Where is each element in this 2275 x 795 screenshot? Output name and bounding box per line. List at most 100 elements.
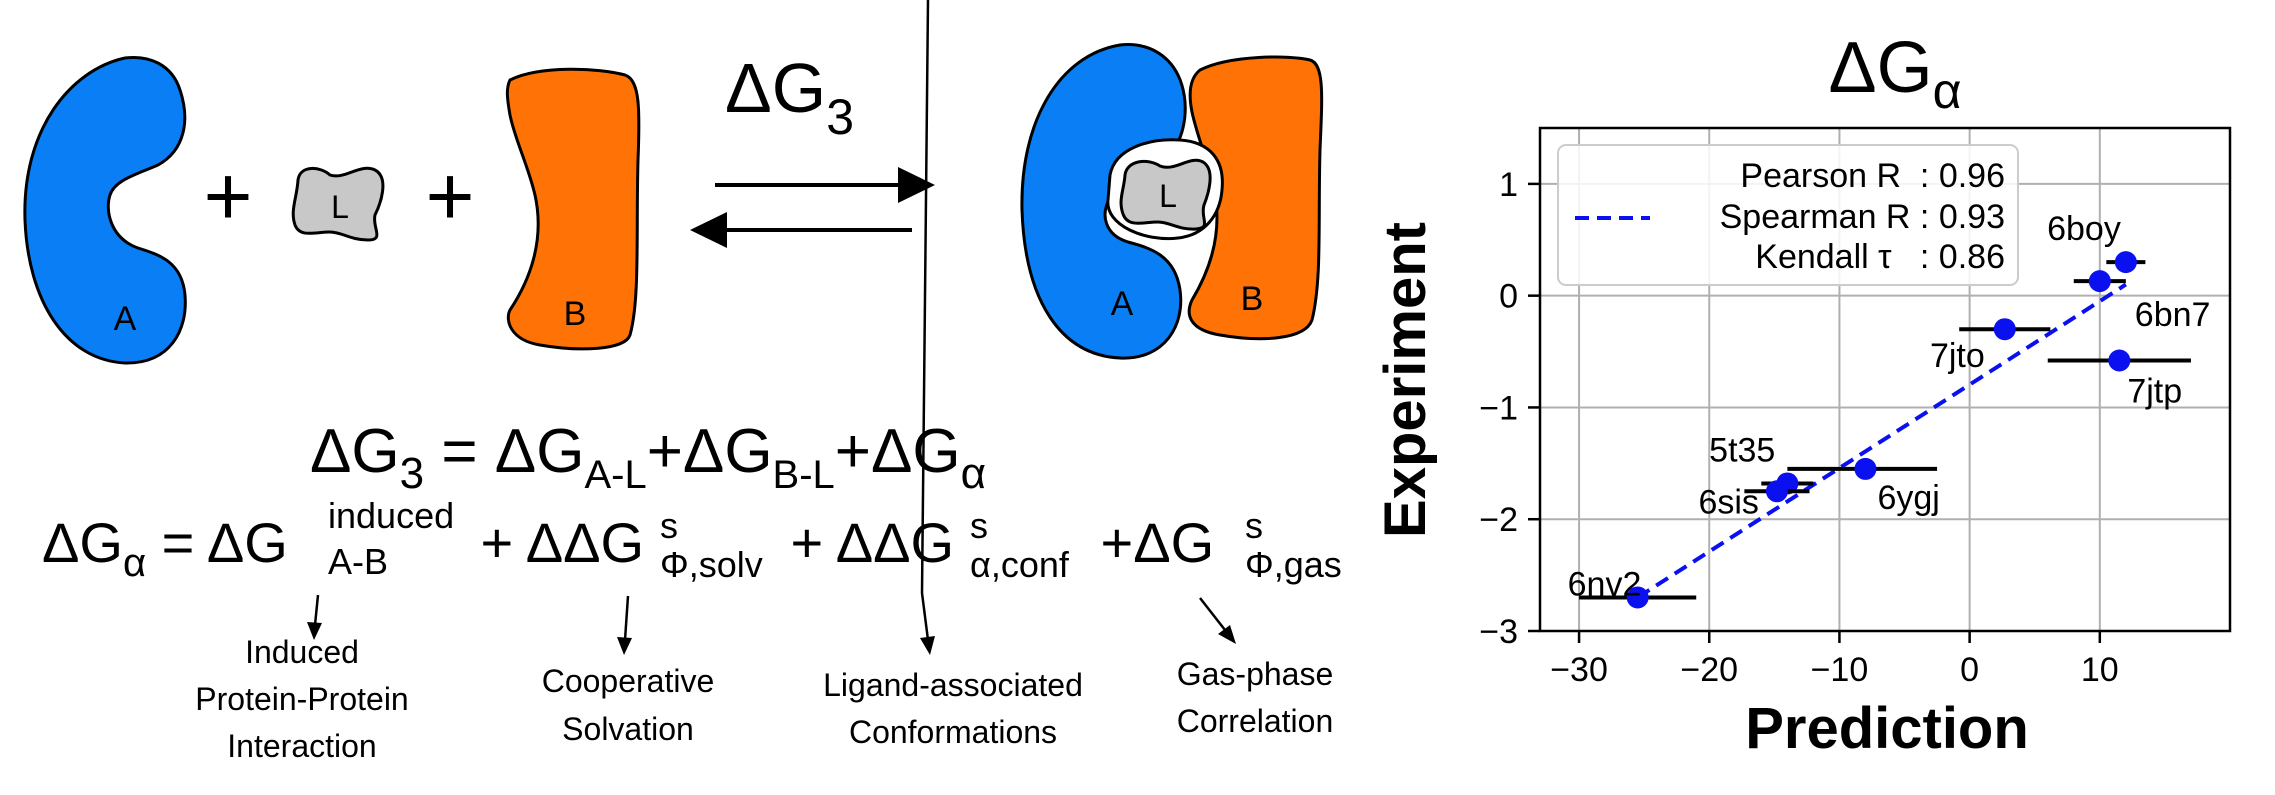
eq2-plus1: + bbox=[465, 511, 526, 574]
eq2-lhs: ΔG bbox=[42, 511, 123, 574]
x-axis-label: Prediction bbox=[1745, 696, 2029, 761]
annotation-3-line-2: Conformations bbox=[849, 714, 1057, 750]
y-tick-label: −3 bbox=[1479, 613, 1518, 651]
point-label-6bn7: 6bn7 bbox=[2135, 296, 2211, 334]
plus-sign-2: + bbox=[425, 149, 474, 243]
eq2-term1: ΔG bbox=[207, 511, 288, 574]
annotation-4-line-2: Correlation bbox=[1177, 703, 1334, 739]
eq1-lhs-sub: 3 bbox=[400, 449, 424, 498]
chart-ticks: −30 −20 −10 0 10−3−2−101 bbox=[1479, 166, 2118, 689]
eq2-term2: ΔΔG bbox=[526, 511, 644, 574]
chart-points: 6boy 6bn7 7jto 7jtp 6ygj 5t35 6sis 6nv2 bbox=[1568, 210, 2211, 609]
annotation-1-line-2: Protein-Protein bbox=[195, 681, 408, 717]
eq1-term3-sub: α bbox=[961, 449, 986, 498]
eq1-term3: ΔG bbox=[871, 417, 961, 486]
data-point-6nv2 bbox=[1626, 586, 1649, 609]
ligand-shape bbox=[291, 166, 385, 242]
point-label-6nv2: 6nv2 bbox=[1568, 565, 1642, 603]
complex-protein-a-shape bbox=[1020, 43, 1187, 360]
protein-a-shape bbox=[23, 55, 187, 365]
eq1-lhs: ΔG bbox=[310, 417, 400, 486]
eq1-term2: ΔG bbox=[683, 417, 773, 486]
point-label-7jto: 7jto bbox=[1930, 337, 1985, 375]
x-tick-label: 10 bbox=[2081, 651, 2119, 689]
eq1-term1-sub: A-L bbox=[584, 453, 646, 497]
annotation-3-line-1: Ligand-associated bbox=[823, 667, 1083, 703]
complex-protein-b-label: B bbox=[1241, 280, 1264, 318]
legend-box bbox=[1557, 144, 2019, 286]
legend-pearson: Pearson R : 0.96 bbox=[1740, 157, 2005, 195]
complex-protein-a-label: A bbox=[1111, 285, 1134, 323]
x-tick-label: 0 bbox=[1960, 651, 1979, 689]
eq2-term2-sub: Φ,solv bbox=[660, 544, 763, 585]
reaction-diagram: A + L + B ΔG3 L A B bbox=[23, 43, 1324, 365]
eq2-term1-sub: A-B bbox=[328, 541, 388, 582]
annotation-2-line-2: Solvation bbox=[562, 711, 694, 747]
ligand-label: L bbox=[331, 189, 349, 225]
eq1-plus2: + bbox=[835, 417, 871, 486]
plot-frame bbox=[1538, 126, 2232, 633]
equation-2: ΔGα = ΔG induced A-B + ΔΔG s Φ,solv + ΔΔ… bbox=[42, 495, 1342, 585]
point-label-6ygj: 6ygj bbox=[1877, 479, 1939, 517]
chart-fit-line-group bbox=[1636, 282, 2127, 600]
legend-spearman: Spearman R : 0.93 bbox=[1720, 198, 2005, 236]
eq2-term4: ΔG bbox=[1133, 511, 1214, 574]
chart-title-main: ΔG bbox=[1828, 28, 1932, 108]
svg-text:ΔG3 = ΔGA-L+ΔGB-L+ΔGα: ΔG3 = ΔGA-L+ΔGB-L+ΔGα bbox=[310, 417, 986, 498]
eq2-term3-sup: s bbox=[970, 505, 988, 546]
data-point-6sis bbox=[1765, 480, 1788, 503]
eq1-term1: ΔG bbox=[495, 417, 585, 486]
eq1-equals: = bbox=[424, 417, 495, 486]
x-tick-label: −10 bbox=[1811, 651, 1869, 689]
annotation-4-line-1: Gas-phase bbox=[1177, 656, 1334, 692]
point-label-7jtp: 7jtp bbox=[2127, 372, 2182, 410]
y-tick-label: −1 bbox=[1479, 389, 1518, 427]
eq2-term2-sup: s bbox=[660, 505, 678, 546]
complex-ligand-shape bbox=[1119, 158, 1212, 231]
reaction-delta-g: ΔG bbox=[725, 49, 826, 127]
eq1-plus1: + bbox=[647, 417, 683, 486]
eq2-term4-sub: Φ,gas bbox=[1245, 544, 1342, 585]
annotation-1-line-3: Interaction bbox=[227, 728, 376, 764]
annotation-2-line-1: Cooperative bbox=[542, 663, 715, 699]
equation-1: ΔG3 = ΔGA-L+ΔGB-L+ΔGα bbox=[310, 417, 986, 498]
eq2-equals: = bbox=[146, 511, 207, 574]
eq2-term3: ΔΔG bbox=[836, 511, 954, 574]
y-tick-label: −2 bbox=[1479, 501, 1518, 539]
annotation-2: Cooperative Solvation bbox=[542, 663, 715, 747]
protein-b-label: B bbox=[564, 295, 587, 333]
data-point-6boy bbox=[2114, 251, 2137, 274]
eq2-lhs-sub: α bbox=[123, 541, 146, 585]
eq2-plus3: + bbox=[1085, 511, 1133, 574]
annotation-4: Gas-phase Correlation bbox=[1177, 656, 1334, 739]
chart-title-sub: α bbox=[1933, 63, 1962, 119]
y-axis-label: Experiment bbox=[1373, 222, 1438, 538]
data-point-7jtp bbox=[2108, 349, 2131, 372]
data-point-6bn7 bbox=[2088, 270, 2111, 293]
chart-legend: Pearson R : 0.96 Spearman R : 0.93 Kenda… bbox=[1557, 144, 2019, 286]
plus-sign-1: + bbox=[203, 149, 252, 243]
eq1-term2-sub: B-L bbox=[773, 453, 835, 497]
svg-text:+ ΔΔG: + ΔΔG bbox=[465, 511, 644, 574]
complex-ligand-label: L bbox=[1159, 178, 1177, 214]
annotation-1-line-1: Induced bbox=[245, 634, 359, 670]
point-label-5t35: 5t35 bbox=[1709, 431, 1775, 469]
eq2-term3-sub: α,conf bbox=[970, 544, 1070, 585]
chart-title: ΔGα bbox=[1828, 28, 1961, 119]
x-tick-label: −20 bbox=[1680, 651, 1738, 689]
point-label-6boy: 6boy bbox=[2047, 210, 2121, 248]
x-tick-label: −30 bbox=[1550, 651, 1608, 689]
eq2-term1-sup: induced bbox=[328, 495, 454, 536]
annotation-1: Induced Protein-Protein Interaction bbox=[195, 634, 408, 764]
svg-text:+ΔG: +ΔG bbox=[1085, 511, 1214, 574]
annotation-arrows bbox=[307, 0, 1236, 655]
fit-line bbox=[1636, 282, 2127, 600]
svg-text:+ ΔΔG: + ΔΔG bbox=[775, 511, 954, 574]
reaction-delta-g3: ΔG3 bbox=[725, 49, 854, 145]
protein-a-label: A bbox=[114, 300, 137, 338]
y-tick-label: 1 bbox=[1499, 166, 1518, 204]
equilibrium-arrows bbox=[690, 167, 935, 248]
protein-b-shape bbox=[505, 67, 641, 351]
